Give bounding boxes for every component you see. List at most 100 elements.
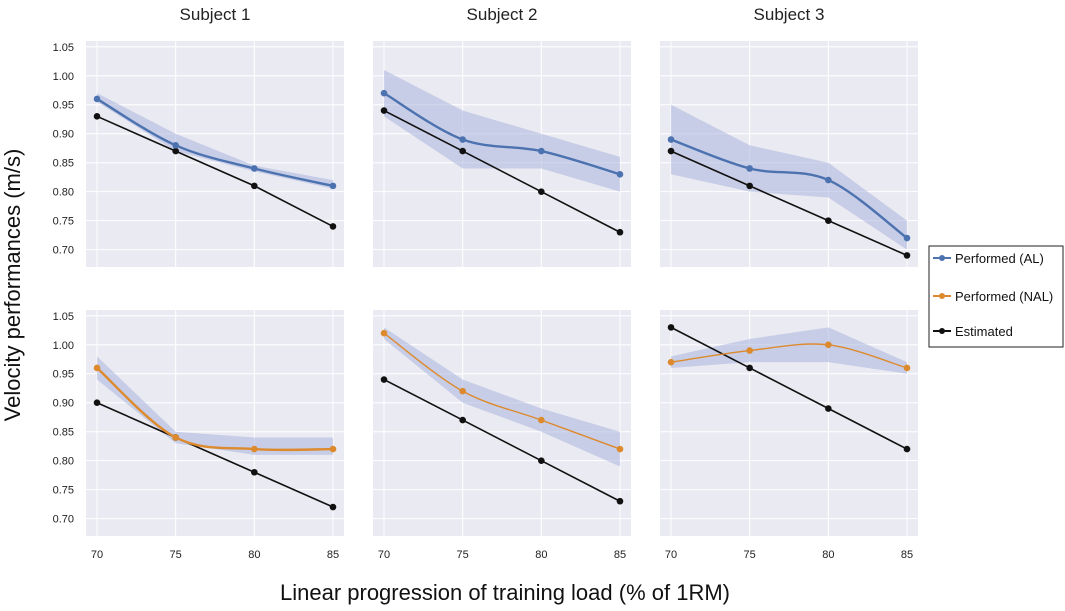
estimated-line xyxy=(670,326,908,450)
performed-point xyxy=(251,445,258,453)
x-tick-label: 75 xyxy=(170,549,182,561)
performed-point xyxy=(667,358,675,366)
x-tick-label: 80 xyxy=(535,549,547,561)
x-tick-label: 85 xyxy=(614,549,626,561)
estimated-point xyxy=(172,147,179,155)
estimated-line xyxy=(96,401,334,508)
performed-point xyxy=(667,136,675,143)
y-tick-label: 0.80 xyxy=(53,187,74,199)
performed-point xyxy=(172,142,179,149)
confidence-band xyxy=(97,356,333,455)
performed-point xyxy=(329,182,337,190)
performed-point xyxy=(329,445,337,453)
estimated-point xyxy=(903,445,911,453)
y-tick-label: 0.90 xyxy=(53,398,74,410)
confidence-band xyxy=(384,327,620,467)
legend-label-performed-nal: Performed (NAL) xyxy=(955,289,1053,304)
performed-point xyxy=(459,136,466,143)
confidence-band xyxy=(384,69,620,192)
estimated-point xyxy=(459,147,466,155)
performed-line xyxy=(96,367,333,452)
y-tick-label: 1.00 xyxy=(53,340,74,352)
performed-line xyxy=(383,92,621,176)
legend-entry-estimated: Estimated xyxy=(933,324,1013,339)
y-tick-label: 0.70 xyxy=(53,514,74,526)
x-tick-label: 75 xyxy=(744,549,756,561)
estimated-point xyxy=(93,113,101,120)
y-tick-label: 0.75 xyxy=(53,485,74,497)
x-axis-label: Linear progression of training load (% o… xyxy=(280,580,730,605)
performed-point xyxy=(459,387,466,395)
performed-point xyxy=(93,95,101,103)
performed-point xyxy=(93,364,101,372)
estimated-point xyxy=(903,252,911,259)
estimated-point xyxy=(538,457,545,464)
panel-1: 0.70 0.75 0.80 0.85 0.90 0.95 1.00 1.05 Subject … xyxy=(53,5,344,267)
panel-6: 70 75 80 85 xyxy=(660,310,918,561)
confidence-band xyxy=(671,104,907,250)
performed-point xyxy=(825,176,832,184)
performed-point xyxy=(616,445,624,453)
y-tick-label: 0.95 xyxy=(53,369,74,381)
performed-point xyxy=(251,165,258,172)
x-tick-label: 70 xyxy=(378,549,390,561)
legend-entry-performed-al: Performed (AL) xyxy=(933,251,1044,266)
estimated-point xyxy=(380,107,388,114)
estimated-point xyxy=(667,147,675,155)
performed-line xyxy=(670,138,908,239)
performed-point xyxy=(903,364,911,372)
estimated-point xyxy=(251,182,258,190)
x-tick-label: 80 xyxy=(822,549,834,561)
estimated-point xyxy=(825,405,832,412)
y-tick-label: 1.05 xyxy=(53,311,74,323)
estimated-point xyxy=(459,416,466,424)
performed-line xyxy=(383,332,621,450)
legend: Performed (AL) Performed (NAL) Estimated xyxy=(928,245,1064,348)
estimated-point xyxy=(616,228,624,236)
legend-label-performed-al: Performed (AL) xyxy=(955,251,1044,266)
y-tick-label: 1.05 xyxy=(53,42,74,54)
performed-line xyxy=(670,343,908,369)
estimated-line xyxy=(670,150,908,257)
panel-5: 70 75 80 85 xyxy=(373,310,631,561)
x-tick-label: 85 xyxy=(901,549,913,561)
legend-entry-performed-nal: Performed (NAL) xyxy=(933,289,1053,304)
y-axis-label: Velocity performances (m/s) xyxy=(0,149,25,422)
estimated-point xyxy=(329,503,337,511)
y-tick-label: 0.85 xyxy=(53,158,74,170)
estimated-line xyxy=(383,378,621,502)
estimated-point xyxy=(616,497,624,505)
y-tick-label: 0.85 xyxy=(53,427,74,439)
estimated-point xyxy=(825,217,832,224)
x-tick-label: 75 xyxy=(457,549,469,561)
legend-marker-estimated xyxy=(939,328,945,334)
x-tick-label: 85 xyxy=(327,549,339,561)
performed-point xyxy=(538,147,545,155)
legend-marker-performed-nal xyxy=(939,293,945,299)
x-tick-label: 80 xyxy=(248,549,260,561)
performed-point xyxy=(903,234,911,242)
performed-point xyxy=(825,341,832,349)
performed-point xyxy=(746,347,753,354)
confidence-band xyxy=(671,327,907,374)
performed-point xyxy=(380,89,388,97)
x-tick-label: 70 xyxy=(91,549,103,561)
performed-point xyxy=(746,165,753,172)
panel-title: Subject 2 xyxy=(467,5,538,24)
panel-2: Subject 2 xyxy=(373,5,631,267)
legend-box xyxy=(928,245,1064,348)
confidence-band xyxy=(97,93,333,189)
panel-3: Subject 3 xyxy=(660,5,918,267)
estimated-point xyxy=(667,324,675,331)
y-tick-label: 0.95 xyxy=(53,100,74,112)
panel-background xyxy=(373,310,631,536)
estimated-point xyxy=(746,182,753,190)
y-tick-label: 0.80 xyxy=(53,456,74,468)
panel-4: 0.70 0.75 0.80 0.85 0.90 0.95 1.00 1.05 70 75 80 85 xyxy=(53,310,344,561)
y-tick-label: 0.75 xyxy=(53,216,74,228)
panel-title: Subject 3 xyxy=(754,5,825,24)
estimated-point xyxy=(93,399,101,407)
estimated-point xyxy=(251,468,258,476)
y-tick-label: 0.70 xyxy=(53,245,74,257)
